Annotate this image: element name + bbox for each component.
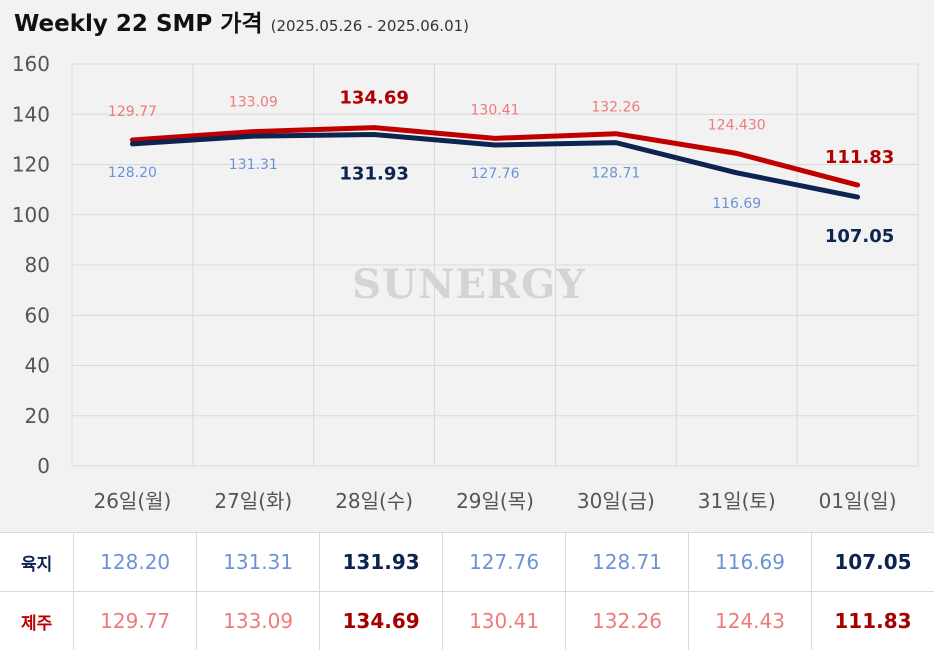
y-tick-label: 20 (25, 404, 50, 428)
table-cell: 111.83 (811, 592, 934, 650)
x-tick-label: 29일(목) (456, 489, 534, 513)
data-label-land: 107.05 (825, 226, 894, 247)
table-cell: 116.69 (689, 533, 812, 592)
y-tick-label: 0 (37, 454, 50, 478)
data-label-land: 128.71 (591, 166, 640, 182)
data-table: 육지 128.20 131.31 131.93 127.76 128.71 11… (0, 532, 934, 650)
x-tick-label: 28일(수) (335, 489, 413, 513)
x-tick-label: 01일(일) (819, 489, 897, 513)
data-label-jeju: 134.69 (339, 88, 408, 109)
table-cell: 128.20 (74, 533, 197, 592)
y-tick-label: 80 (25, 253, 50, 277)
data-label-jeju: 111.83 (825, 147, 894, 168)
watermark: SUNERGY (352, 261, 586, 308)
data-label-land: 127.76 (471, 166, 520, 182)
table-cell: 129.77 (74, 592, 197, 650)
y-tick-label: 60 (25, 303, 50, 327)
x-tick-label: 31일(토) (698, 489, 776, 513)
y-tick-label: 160 (12, 52, 50, 76)
x-tick-label: 26일(월) (93, 489, 171, 513)
data-label-land: 116.69 (712, 196, 761, 212)
table-cell: 134.69 (320, 592, 443, 650)
x-tick-label: 27일(화) (214, 489, 292, 513)
data-label-land: 131.31 (229, 157, 278, 173)
table-cell: 130.41 (443, 592, 566, 650)
table-cell: 127.76 (443, 533, 566, 592)
table-row: 육지 128.20 131.31 131.93 127.76 128.71 11… (0, 533, 934, 592)
x-tick-label: 30일(금) (577, 489, 655, 513)
x-axis-ticks: 26일(월) 27일(화) 28일(수) 29일(목) 30일(금) 31일(토) 01일(… (93, 489, 896, 513)
data-label-jeju: 130.41 (471, 102, 520, 118)
table-cell: 107.05 (811, 533, 934, 592)
table-cell: 131.31 (197, 533, 320, 592)
y-tick-label: 40 (25, 354, 50, 378)
table-cell: 132.26 (566, 592, 689, 650)
table-cell: 131.93 (320, 533, 443, 592)
line-chart: 0 20 40 60 80 100 120 140 160 26일(월) 27일(화) 28일(수)… (0, 0, 934, 532)
table-cell: 124.43 (689, 592, 812, 650)
y-tick-label: 120 (12, 153, 50, 177)
y-axis-ticks: 0 20 40 60 80 100 120 140 160 (12, 52, 50, 478)
table-row: 제주 129.77 133.09 134.69 130.41 132.26 12… (0, 592, 934, 650)
data-label-jeju: 124.430 (708, 117, 766, 133)
table-cell: 133.09 (197, 592, 320, 650)
data-label-jeju: 133.09 (229, 95, 278, 111)
data-label-land: 131.93 (339, 164, 408, 185)
y-tick-label: 140 (12, 102, 50, 126)
data-label-land: 128.20 (108, 165, 157, 181)
row-label-jeju: 제주 (0, 592, 74, 650)
data-label-jeju: 132.26 (591, 100, 640, 116)
row-label-land: 육지 (0, 533, 74, 592)
table-cell: 128.71 (566, 533, 689, 592)
data-label-jeju: 129.77 (108, 104, 157, 120)
y-tick-label: 100 (12, 203, 50, 227)
